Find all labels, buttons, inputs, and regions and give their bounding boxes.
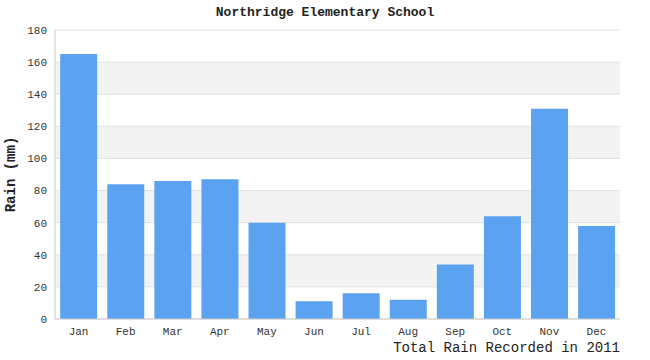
svg-text:60: 60	[34, 218, 47, 230]
svg-text:Aug: Aug	[398, 326, 418, 338]
svg-text:Jan: Jan	[69, 326, 89, 338]
svg-text:0: 0	[40, 314, 47, 326]
svg-text:Nov: Nov	[539, 326, 559, 338]
svg-text:Rain (mm): Rain (mm)	[8, 137, 19, 213]
svg-text:160: 160	[27, 57, 47, 69]
svg-text:Mar: Mar	[163, 326, 183, 338]
svg-text:May: May	[257, 326, 277, 338]
html-text:Total Rain Recorded in 2011: Total Rain Recorded in 2011	[393, 340, 620, 356]
svg-text:Oct: Oct	[492, 326, 512, 338]
svg-text:120: 120	[27, 121, 47, 133]
svg-text:Sep: Sep	[445, 326, 465, 338]
svg-text:140: 140	[27, 89, 47, 101]
html-text:Northridge Elementary School: Northridge Elementary School	[215, 5, 435, 20]
svg-text:180: 180	[27, 25, 47, 37]
svg-text:Jul: Jul	[351, 326, 371, 338]
svg-text:Apr: Apr	[210, 326, 230, 338]
svg-text:80: 80	[34, 185, 47, 197]
svg-text:40: 40	[34, 250, 47, 262]
svg-text:Feb: Feb	[116, 326, 136, 338]
svg-text:20: 20	[34, 282, 47, 294]
svg-text:Dec: Dec	[587, 326, 607, 338]
svg-text:100: 100	[27, 153, 47, 165]
svg-text:Jun: Jun	[304, 326, 324, 338]
